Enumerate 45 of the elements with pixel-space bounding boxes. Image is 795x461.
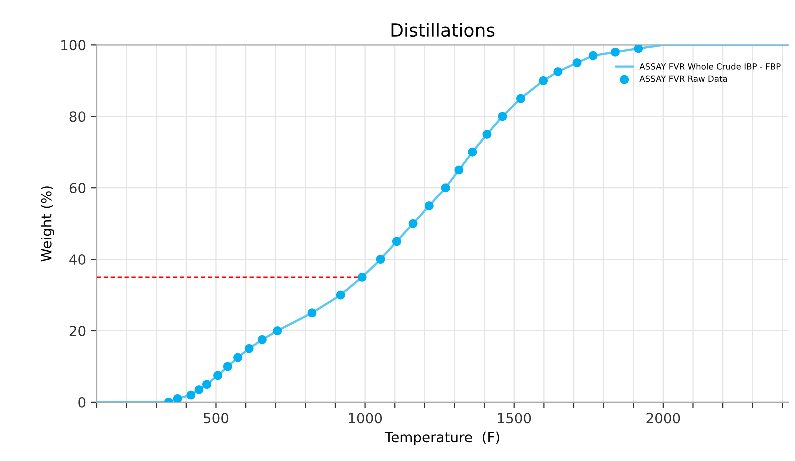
point	[441, 184, 450, 193]
x-tick-label: 2000	[646, 413, 680, 424]
point	[202, 380, 212, 390]
point	[610, 48, 620, 57]
point	[214, 371, 223, 380]
point	[408, 219, 418, 228]
point	[258, 335, 267, 344]
legend-label: ASSAY FVR Raw Data	[640, 76, 728, 82]
x-axis-title: Temperature (F)	[384, 432, 500, 446]
point	[244, 344, 254, 354]
point	[516, 94, 526, 104]
point	[554, 67, 563, 76]
line-series	[96, 45, 789, 402]
point	[336, 290, 346, 300]
point	[454, 166, 464, 175]
point	[186, 390, 196, 400]
y-axis-title: Weight (%)	[41, 186, 55, 262]
y-tick-label: 20	[70, 326, 86, 336]
legend-label: ASSAY FVR Whole Crude IBP - FBP	[640, 63, 781, 70]
x-tick-label: 500	[204, 413, 229, 424]
point	[273, 326, 282, 336]
point	[392, 237, 402, 246]
chart-title: Distillations	[392, 23, 495, 38]
y-tick-label: 60	[70, 183, 86, 194]
point	[234, 353, 242, 362]
point	[482, 130, 492, 139]
point	[308, 308, 317, 318]
point	[376, 255, 386, 264]
point	[468, 148, 478, 157]
point	[572, 58, 582, 68]
y-tick-label: 80	[70, 112, 86, 122]
point	[194, 385, 204, 394]
point	[634, 45, 644, 54]
x-tick-label: 1500	[498, 413, 532, 424]
y-tick-label: 100	[62, 40, 86, 51]
point	[588, 51, 598, 60]
y-tick-label: 40	[70, 254, 86, 266]
x-tick-label: 1000	[349, 413, 382, 424]
point	[539, 76, 548, 86]
point	[173, 394, 182, 402]
point	[498, 112, 508, 122]
point	[223, 362, 232, 372]
y-tick-label: 0	[78, 397, 86, 408]
point	[424, 201, 434, 210]
point	[358, 272, 367, 282]
